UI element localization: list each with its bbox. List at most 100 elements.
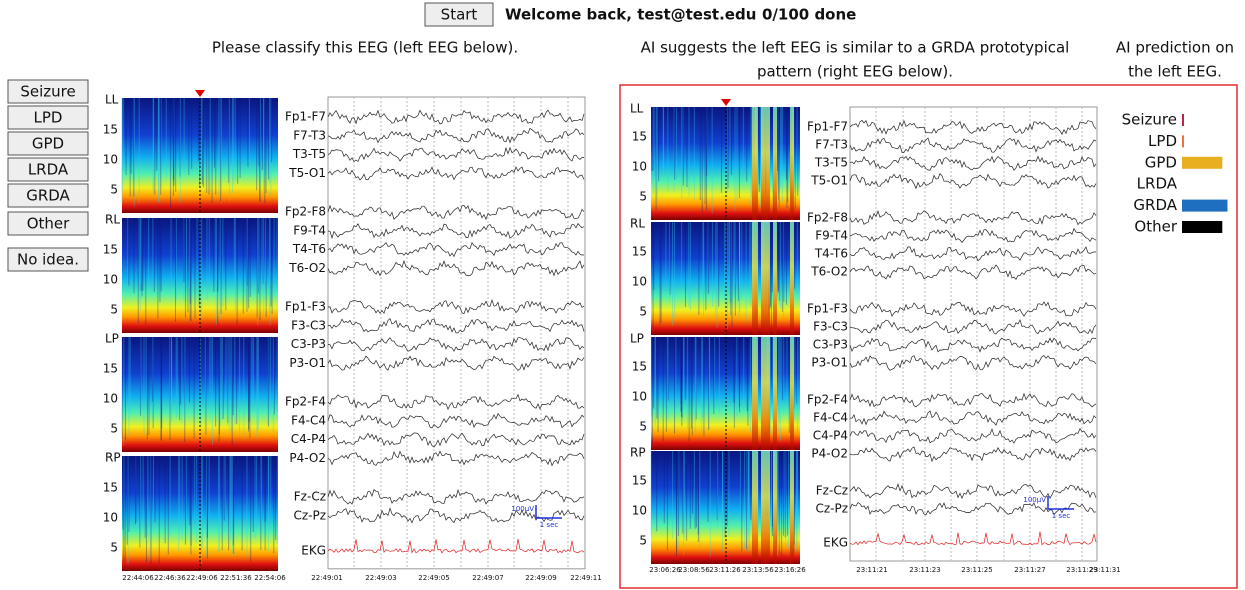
- channel-label: Fp2-F8: [807, 211, 848, 225]
- class-button[interactable]: Seizure: [7, 79, 89, 104]
- class-button[interactable]: GPD: [7, 131, 89, 156]
- eeg-trace: [327, 393, 585, 410]
- channel-label: C3-P3: [813, 338, 848, 352]
- x-tick-label: 23:11:23: [909, 566, 940, 574]
- prediction-label: GPD: [1145, 153, 1177, 171]
- no-idea-button[interactable]: No idea.: [7, 247, 89, 272]
- x-tick-label: 22:49:05: [418, 574, 449, 582]
- x-tick-label: 22:49:09: [525, 574, 556, 582]
- scale-time: 1 sec: [1052, 512, 1071, 520]
- suggestion: AI suggests the left EEG is similar to a…: [641, 39, 1070, 57]
- channel-label: T4-T6: [814, 247, 848, 261]
- y-tick-label: 5: [110, 303, 118, 317]
- prediction-title: the left EEG.: [1128, 63, 1222, 81]
- button-label: Other: [27, 215, 70, 233]
- eeg-trace: [849, 483, 1097, 500]
- x-tick-label: 23:11:25: [961, 566, 992, 574]
- channel-label: T3-T5: [292, 147, 326, 161]
- prediction-bar: [1182, 135, 1184, 148]
- spectrogram-band: [790, 451, 794, 564]
- eeg-trace: [327, 241, 584, 258]
- welcome: Welcome back, test@test.edu: [505, 6, 756, 24]
- x-tick-label: 23:06:26: [649, 566, 681, 574]
- y-tick-label: 5: [110, 183, 118, 197]
- eeg-trace: [327, 166, 585, 181]
- y-tick-label: 15: [632, 130, 647, 144]
- channel-label: F3-C3: [813, 320, 848, 334]
- instruction: Please classify this EEG (left EEG below…: [212, 39, 518, 57]
- spectrogram-band: [790, 222, 794, 335]
- spectrogram-band: [761, 337, 770, 450]
- channel-label: T6-O2: [288, 261, 326, 275]
- channel-label: Cz-Pz: [815, 502, 848, 516]
- eeg-trace: [327, 146, 585, 163]
- channel-label: T5-O1: [288, 166, 326, 180]
- cursor-marker: [195, 90, 205, 97]
- button-label: Seizure: [20, 83, 75, 101]
- x-tick-label: 23:11:27: [1014, 566, 1045, 574]
- y-tick-label: 10: [103, 273, 118, 287]
- button-frame: [7, 131, 89, 156]
- channel-label: Fp1-F7: [285, 110, 326, 124]
- button-frame: [424, 2, 494, 27]
- prediction-bar: [1182, 221, 1223, 233]
- y-tick-label: 5: [639, 190, 647, 204]
- y-tick-label: 15: [632, 360, 647, 374]
- y-tick-label: 10: [103, 392, 118, 406]
- eeg-trace: [327, 488, 585, 505]
- channel-label: Fz-Cz: [294, 490, 326, 504]
- region-label: LL: [105, 93, 119, 107]
- eeg-trace: [849, 264, 1097, 281]
- eeg-trace: [849, 227, 1097, 243]
- prediction-label: LRDA: [1137, 175, 1178, 193]
- region-label: RL: [105, 213, 120, 227]
- x-tick-label: 22:54:06: [254, 574, 286, 582]
- prediction-bar: [1182, 156, 1223, 169]
- progress: 0/100 done: [762, 6, 856, 24]
- y-tick-label: 10: [632, 504, 647, 518]
- prediction-bar: [1182, 199, 1228, 212]
- spectrogram-band: [752, 107, 758, 220]
- eeg-trace: [327, 432, 585, 448]
- spectrogram-band: [773, 451, 777, 564]
- eeg-trace: [849, 427, 1097, 444]
- eeg-trace: [849, 337, 1097, 353]
- class-button[interactable]: GRDA: [7, 183, 89, 208]
- spectrogram-band: [761, 222, 770, 335]
- button-label: No idea.: [17, 251, 79, 269]
- class-button[interactable]: LRDA: [7, 157, 89, 182]
- eeg-trace: [849, 155, 1097, 171]
- scale-amplitude: 100μV: [511, 505, 534, 513]
- button-label: GRDA: [26, 187, 70, 205]
- eeg-trace: [328, 337, 585, 352]
- class-button[interactable]: LPD: [7, 105, 89, 130]
- class-button[interactable]: Other: [7, 211, 89, 236]
- region-label: LP: [105, 332, 119, 346]
- prediction-label: Other: [1134, 218, 1177, 236]
- channel-label: T6-O2: [810, 265, 848, 279]
- channel-label: Fp1-F3: [807, 302, 848, 316]
- eeg-trace: [849, 210, 1097, 226]
- region-label: RP: [105, 451, 121, 465]
- x-tick-label: 22:49:11: [570, 574, 601, 582]
- channel-label: EKG: [301, 543, 326, 557]
- region-label: LL: [630, 102, 644, 116]
- y-tick-label: 10: [103, 153, 118, 167]
- prediction-label: Seizure: [1122, 111, 1177, 129]
- scale-time: 1 sec: [540, 521, 559, 529]
- scale-bar: [1047, 496, 1074, 510]
- spectrogram-band: [790, 107, 794, 220]
- button-frame: [7, 79, 89, 104]
- eeg-trace: [849, 173, 1097, 190]
- x-tick-label: 22:51:36: [220, 574, 252, 582]
- channel-label: T3-T5: [814, 156, 848, 170]
- channel-label: F7-T3: [293, 128, 326, 142]
- x-tick-label: 23:11:26: [709, 566, 741, 574]
- eeg-trace: [327, 298, 585, 315]
- eeg-trace: [327, 109, 585, 125]
- channel-label: C3-P3: [291, 337, 326, 351]
- spectrogram-band: [761, 451, 770, 564]
- start-button[interactable]: Start: [424, 2, 494, 27]
- button-label: LRDA: [28, 161, 69, 179]
